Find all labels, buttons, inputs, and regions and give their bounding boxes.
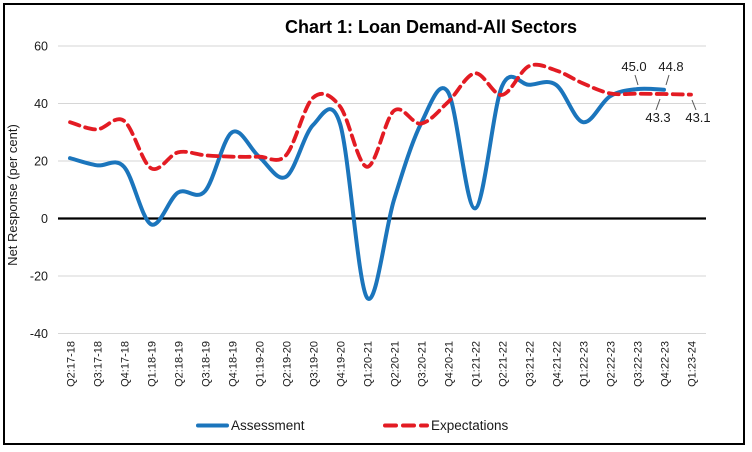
x-axis-label: Q3:18-19 (201, 341, 213, 387)
x-axis-labels: Q2:17-18 Q3:17-18 Q4:17-18 Q1:18-19 Q2:18-19… (66, 341, 699, 387)
chart-frame: Chart 1: Loan Demand-All Sectors Net Res… (3, 3, 745, 445)
gridlines (58, 45, 706, 334)
x-axis-label: Q3:17-18 (93, 341, 105, 387)
x-axis-label: Q1:20-21 (363, 341, 375, 387)
data-label: 45.0 (621, 59, 646, 74)
x-axis-label: Q4:20-21 (444, 341, 456, 387)
y-axis-tick-label: 0 (41, 212, 48, 226)
x-axis-label: Q4:22-23 (660, 341, 672, 387)
x-axis-label: Q1:23-24 (687, 341, 699, 387)
legend-expectations-label: Expectations (431, 418, 509, 433)
data-label: 43.3 (645, 110, 670, 125)
x-axis-label: Q2:20-21 (390, 341, 402, 387)
x-axis-label: Q1:21-22 (471, 341, 483, 387)
x-axis-label: Q2:22-23 (606, 341, 618, 387)
x-axis-label: Q1:19-20 (255, 341, 267, 387)
x-axis-label: Q4:17-18 (120, 341, 132, 387)
chart-legend: Assessment Expectations (196, 418, 509, 433)
x-axis-label: Q2:17-18 (66, 341, 78, 387)
data-label: 43.1 (685, 110, 710, 125)
x-axis-label: Q3:20-21 (417, 341, 429, 387)
x-axis-label: Q1:22-23 (579, 341, 591, 387)
y-axis-tick-label: 40 (34, 97, 48, 111)
legend-assessment-label: Assessment (231, 418, 305, 433)
x-axis-label: Q3:22-23 (633, 341, 645, 387)
annotation-leader-line (655, 98, 661, 111)
y-axis-tick-label: -20 (30, 270, 48, 284)
x-axis-label: Q2:18-19 (174, 341, 186, 387)
x-axis-label: Q4:18-19 (228, 341, 240, 387)
x-axis-label: Q4:19-20 (336, 341, 348, 387)
data-label: 44.8 (658, 59, 683, 74)
loan-demand-chart: Chart 1: Loan Demand-All Sectors Net Res… (5, 17, 711, 433)
y-axis-title: Net Response (per cent) (5, 124, 20, 266)
x-axis-label: Q2:19-20 (282, 341, 294, 387)
x-axis-label: Q1:18-19 (147, 341, 159, 387)
x-axis-label: Q3:21-22 (525, 341, 537, 387)
annotation-leader-line (634, 74, 639, 86)
x-axis-label: Q3:19-20 (309, 341, 321, 387)
x-axis-label: Q2:21-22 (498, 341, 510, 387)
y-axis-tick-label: 60 (34, 40, 48, 54)
x-axis-label: Q4:21-22 (552, 341, 564, 387)
series-lines (68, 62, 693, 301)
annotation-leader-line (691, 99, 697, 111)
y-axis-tick-labels: 60 40 20 0 -20 -40 (30, 40, 48, 342)
expectations-line (68, 62, 693, 171)
y-axis-tick-label: 20 (34, 155, 48, 169)
chart-title: Chart 1: Loan Demand-All Sectors (285, 17, 577, 37)
y-axis-tick-label: -40 (30, 327, 48, 341)
assessment-line (68, 74, 666, 301)
annotation-leader-line (665, 74, 670, 86)
data-annotations: 45.0 44.8 43.3 43.1 (621, 59, 710, 125)
